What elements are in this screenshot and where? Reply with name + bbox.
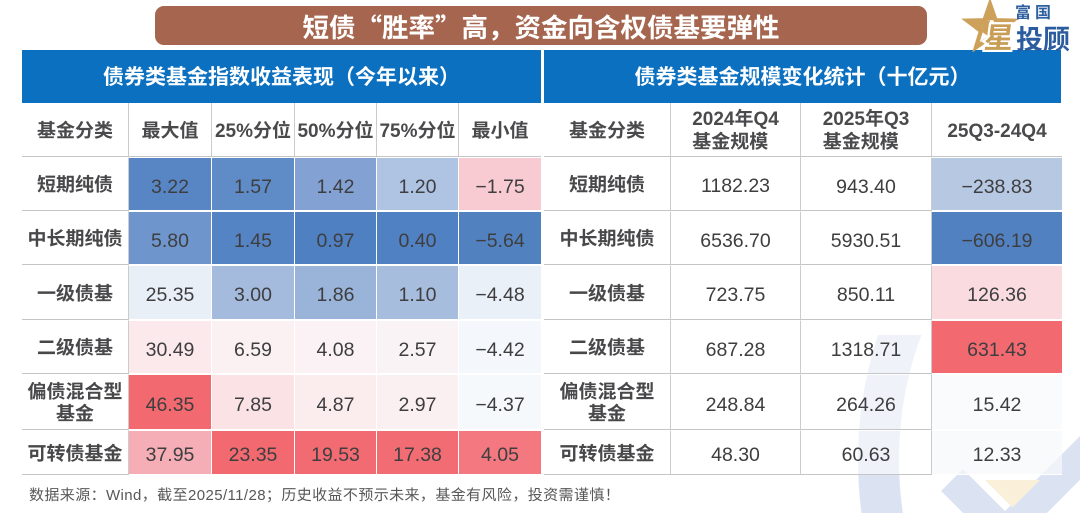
svg-text:星: 星 — [982, 15, 1017, 52]
svg-text:富国: 富国 — [1015, 0, 1055, 23]
svg-text:投顾: 投顾 — [1016, 18, 1070, 52]
svg-text:星: 星 — [982, 15, 1017, 52]
